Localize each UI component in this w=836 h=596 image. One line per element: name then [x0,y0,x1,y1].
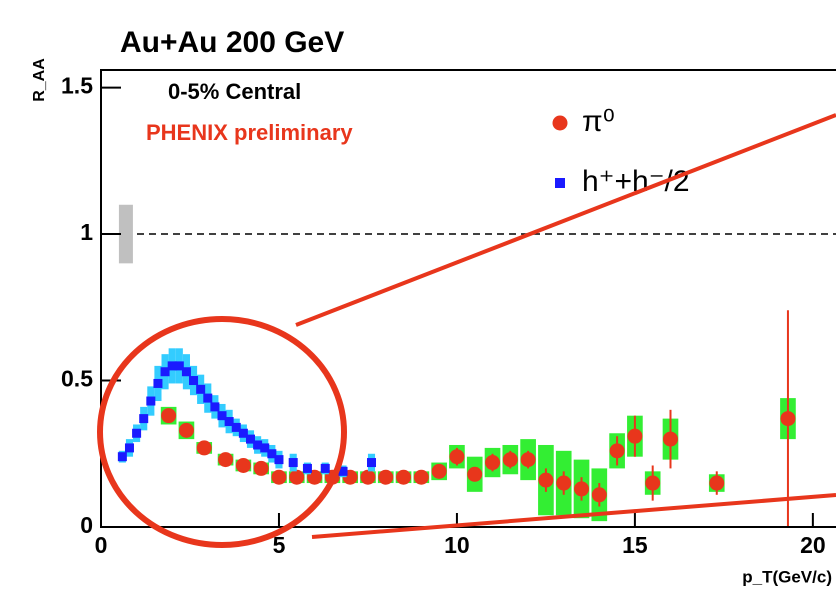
y-tick-label: 0.5 [61,366,93,392]
y-tick-label: 0 [80,512,93,538]
data-point [627,428,643,444]
data-point [217,411,227,421]
norm-uncertainty-box [118,204,133,264]
legend-marker [552,115,568,131]
data-point [117,452,127,462]
data-point [431,463,447,479]
data-point [124,443,134,453]
data-point [320,463,330,473]
data-point [538,472,554,488]
data-point [302,463,312,473]
data-point [367,458,377,468]
data-point [253,440,263,450]
x-tick-label: 10 [444,532,470,558]
data-point [288,458,298,468]
data-area [101,204,836,527]
data-point [780,411,796,427]
data-point [338,466,348,476]
data-point [132,428,142,438]
plot-frame [100,69,836,528]
data-point [662,431,678,447]
data-point [224,417,234,427]
data-point [178,422,194,438]
x-tick-label: 0 [95,532,108,558]
data-point [245,434,255,444]
y-axis-label: R_AA [31,58,48,102]
x-tick-label: 5 [273,532,286,558]
data-point [289,469,305,485]
x-tick-label: 20 [800,532,826,558]
data-point [360,469,376,485]
data-point [218,452,234,468]
data-point [196,384,206,394]
data-point [181,367,191,377]
x-axis-label: p_T(GeV/c) [742,567,832,586]
annotation: 0-5% Central [168,79,301,104]
data-point [153,378,163,388]
data-point [467,466,483,482]
data-point [709,475,725,491]
data-point [413,469,429,485]
data-point [591,487,607,503]
data-point [449,449,465,465]
y-tick-label: 1 [80,219,93,245]
data-point [502,452,518,468]
data-point [174,361,184,371]
data-point [271,469,287,485]
highlight-ellipse [97,316,347,548]
data-point [161,408,177,424]
zoom-line [295,113,836,327]
data-point [196,440,212,456]
data-point [485,455,501,471]
data-point [189,376,199,386]
zoom-line [311,493,836,539]
data-point [378,469,394,485]
data-point [645,475,661,491]
data-point [260,443,270,453]
chart-title: Au+Au 200 GeV [120,26,344,59]
legend-marker [555,178,565,188]
data-point [139,414,149,424]
annotation: PHENIX preliminary [146,120,353,145]
data-point [274,455,284,465]
data-point [160,367,170,377]
data-point [146,396,156,406]
data-point [253,460,269,476]
data-point [574,481,590,497]
data-point [231,422,241,432]
data-point [520,452,536,468]
data-point [396,469,412,485]
data-point [238,428,248,438]
legend-label: π⁰ [582,105,615,138]
data-point [556,475,572,491]
y-tick-label: 1.5 [61,73,93,99]
data-point [203,393,213,403]
data-point [167,361,177,371]
data-point [267,449,277,459]
data-point [210,402,220,412]
data-point [609,443,625,459]
data-point [235,457,251,473]
x-tick-label: 15 [622,532,648,558]
